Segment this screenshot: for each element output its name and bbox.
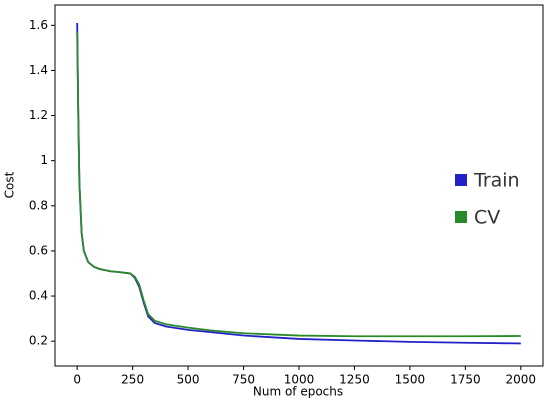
legend-swatch bbox=[455, 211, 467, 223]
legend-label: CV bbox=[474, 207, 500, 229]
x-tick-label: 500 bbox=[177, 373, 200, 387]
x-tick-label: 1750 bbox=[450, 373, 481, 387]
x-tick-label: 1000 bbox=[284, 373, 315, 387]
series-line bbox=[76, 32, 521, 338]
x-tick-label: 0 bbox=[73, 373, 81, 387]
y-tick-label: 1.4 bbox=[29, 63, 48, 77]
x-tick-label: 2000 bbox=[506, 373, 537, 387]
y-tick-label: 0.6 bbox=[29, 243, 48, 257]
legend-label: Train bbox=[473, 170, 520, 192]
plot-frame bbox=[54, 4, 544, 367]
y-tick-label: 0.8 bbox=[29, 198, 48, 212]
y-tick-label: 1.2 bbox=[29, 108, 48, 122]
y-tick-label: 1.6 bbox=[29, 18, 48, 32]
x-tick-label: 1500 bbox=[395, 373, 426, 387]
y-axis-label: Cost bbox=[3, 171, 17, 198]
series-line bbox=[76, 23, 521, 345]
y-tick-label: 0.2 bbox=[29, 334, 48, 348]
x-tick-label: 750 bbox=[232, 373, 255, 387]
legend-swatch bbox=[455, 174, 467, 186]
x-tick-label: 250 bbox=[121, 373, 144, 387]
y-tick-label: 0.4 bbox=[29, 289, 48, 303]
y-tick-label: 1 bbox=[40, 153, 48, 167]
x-tick-label: 1250 bbox=[339, 373, 370, 387]
x-axis-label: Num of epochs bbox=[253, 385, 343, 399]
